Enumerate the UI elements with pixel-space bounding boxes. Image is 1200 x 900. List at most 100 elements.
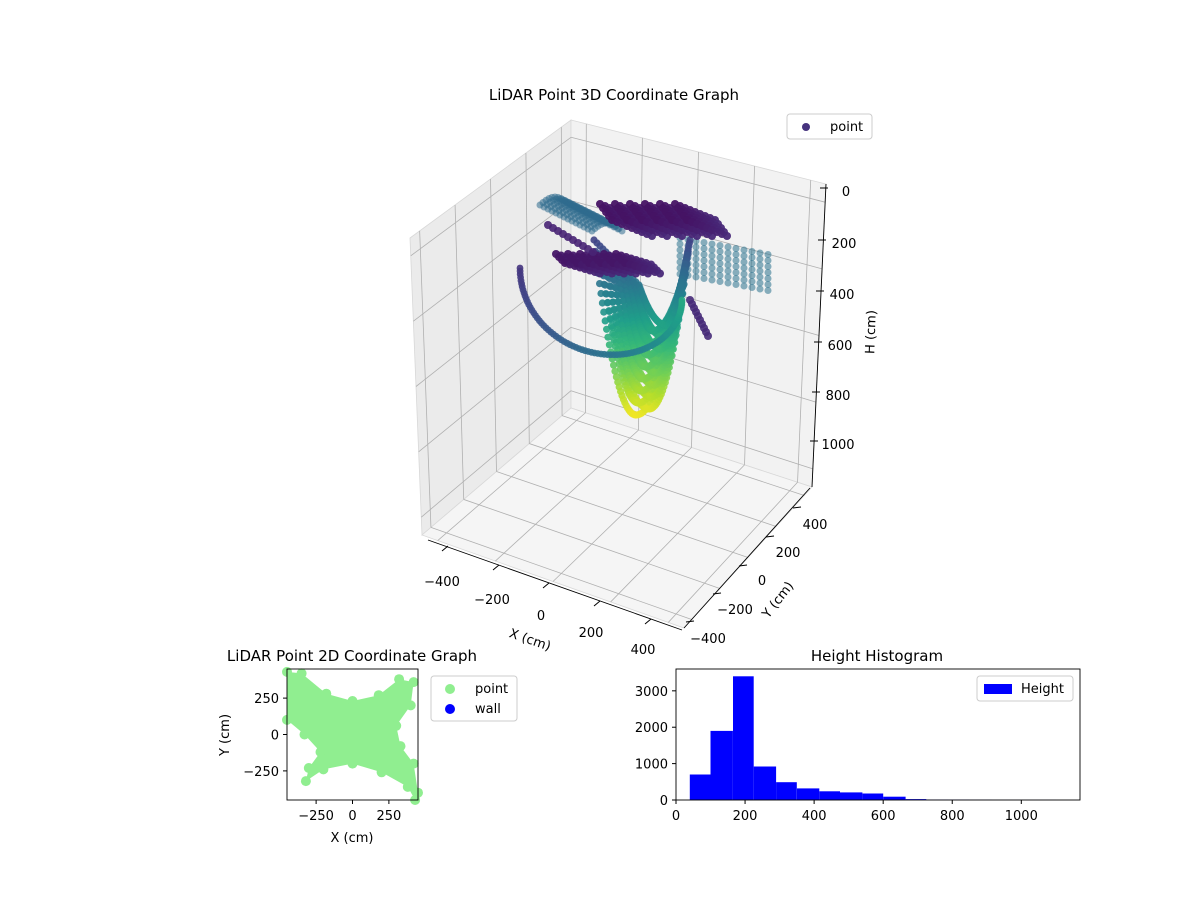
point-marker [756, 255, 764, 263]
y-tick-mark [738, 564, 748, 567]
point-marker [732, 245, 740, 252]
chart-3d-legend: point [786, 113, 873, 140]
y-tick-mark [765, 535, 775, 538]
x-tick-label: −200 [474, 593, 510, 608]
gridline [415, 263, 572, 387]
y-tick-label: 3000 [635, 685, 668, 700]
point-marker [708, 240, 716, 248]
histogram-bar [710, 730, 733, 800]
point-marker [764, 269, 772, 276]
point-marker [611, 342, 620, 351]
chart-2d-ticks: −250 0 250 250 0 −250 [243, 692, 401, 824]
point-marker [676, 240, 684, 248]
point-marker [732, 275, 740, 282]
chart-2d-legend: point wall [430, 675, 518, 722]
point-marker [373, 690, 384, 701]
point-marker [716, 266, 724, 273]
histogram-bar [733, 676, 754, 800]
chart-2d: LiDAR Point 2D Coordinate Graph −250 0 250… [218, 647, 518, 846]
point-marker [405, 700, 416, 711]
point-marker [740, 252, 748, 260]
point-marker [748, 260, 756, 267]
point-marker [700, 269, 708, 276]
chart-3d: LiDAR Point 3D Coordinate Graph −400 −20… [409, 86, 880, 658]
legend-label-point: point [475, 682, 508, 697]
point-marker [704, 332, 712, 340]
y-tick-mark [792, 506, 802, 509]
histogram-bar [905, 799, 927, 800]
x-tick-mark [441, 545, 449, 552]
x-tick-label: 200 [733, 809, 758, 824]
point-marker [740, 246, 748, 254]
point-marker [677, 281, 685, 289]
point-marker [708, 258, 716, 266]
gridline [421, 390, 572, 518]
point-marker [300, 776, 311, 787]
point-marker [724, 255, 732, 263]
point-marker [408, 758, 419, 769]
point-marker [394, 674, 405, 685]
point-marker [614, 298, 622, 306]
point-marker [700, 251, 708, 258]
chart-2d-title: LiDAR Point 2D Coordinate Graph [227, 647, 477, 665]
point-marker [589, 248, 597, 256]
z-axis-line [811, 183, 827, 488]
gridline [552, 447, 692, 582]
point-marker [716, 278, 724, 285]
x-tick-label: 600 [871, 809, 896, 824]
point-marker [700, 275, 708, 282]
point-marker [609, 329, 617, 337]
y-tick-label: 400 [803, 518, 828, 533]
z-tick-label: 1000 [821, 438, 854, 453]
point-marker [616, 337, 624, 345]
x-tick-label: 400 [631, 643, 656, 658]
y-tick-mark [685, 620, 695, 623]
point-marker [391, 720, 402, 731]
point-marker [619, 297, 628, 305]
point-marker [692, 261, 700, 269]
point-marker [740, 264, 748, 272]
point-marker [408, 677, 419, 688]
point-marker [764, 263, 772, 270]
y-tick-label: 1000 [635, 758, 668, 773]
legend-label: point [830, 120, 863, 135]
point-marker [395, 741, 406, 752]
z-tick-label: 0 [842, 185, 850, 200]
point-marker [740, 282, 748, 290]
point-marker [318, 764, 329, 775]
x-tick-mark [542, 582, 550, 589]
histogram-bars [689, 676, 1056, 800]
legend-label: Height [1021, 682, 1064, 697]
legend-marker-wall [445, 704, 455, 714]
y-axis-line [683, 487, 811, 629]
histogram-bar [883, 796, 906, 800]
point-marker [748, 254, 756, 261]
legend-frame [786, 113, 873, 140]
point-marker [732, 251, 740, 258]
gridline [561, 415, 805, 496]
point-marker [605, 341, 614, 349]
histogram-bar [840, 792, 863, 800]
point-marker [740, 270, 748, 278]
point-marker [692, 249, 700, 257]
y-tick-label: 250 [254, 692, 279, 707]
point-marker [723, 232, 731, 240]
point-marker [756, 249, 764, 257]
point-marker [724, 279, 732, 287]
point-marker [604, 333, 612, 341]
gridline [570, 390, 813, 470]
point-marker [303, 763, 314, 773]
x-tick-label: 800 [940, 809, 965, 824]
point-marker [618, 227, 626, 235]
point-marker [692, 255, 700, 263]
point-marker [708, 270, 716, 278]
histogram-legend: Height [976, 675, 1074, 702]
point-marker [724, 267, 732, 275]
point-marker [676, 246, 684, 254]
point-marker [748, 248, 756, 255]
point-marker [678, 296, 686, 304]
x-tick-label: 400 [802, 809, 827, 824]
point-marker [716, 260, 724, 267]
point-marker [724, 243, 732, 251]
x-tick-label: −400 [424, 575, 460, 590]
